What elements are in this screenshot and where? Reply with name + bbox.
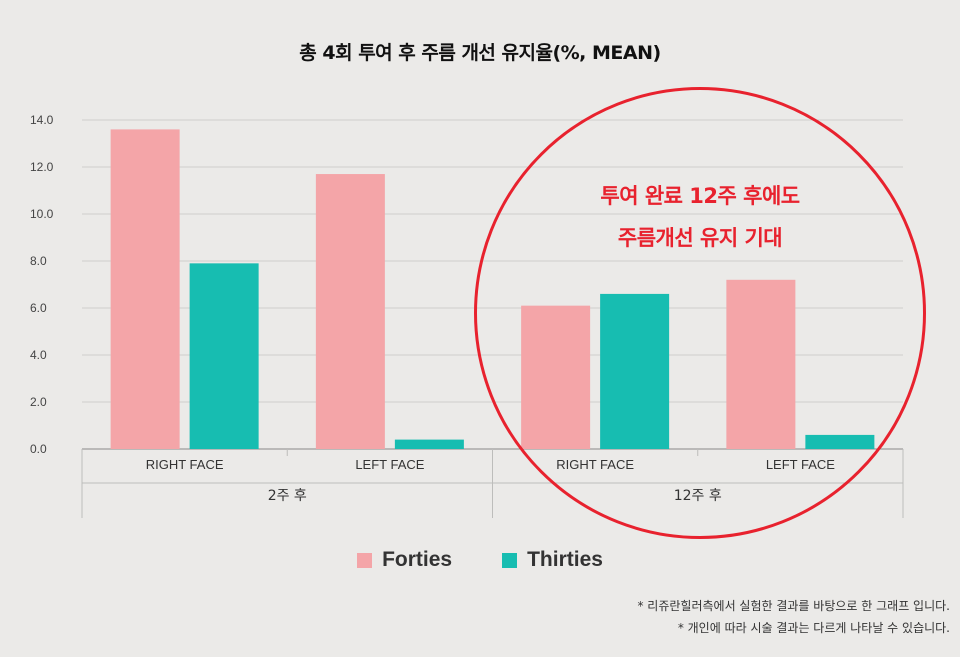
x-tick-label: LEFT FACE (355, 457, 424, 472)
group-label: 2주 후 (268, 488, 307, 504)
y-tick-label: 2.0 (30, 395, 47, 409)
legend-swatch-forties (357, 552, 373, 568)
legend-item-forties: Forties (357, 548, 452, 572)
y-tick-label: 14.0 (30, 113, 54, 127)
legend-item-thirties: Thirties (502, 548, 603, 572)
footnote-1: * 리쥬란힐러측에서 실험한 결과를 바탕으로 한 그래프 입니다. (637, 599, 950, 613)
y-tick-label: 12.0 (30, 160, 54, 174)
bar-forties (315, 174, 385, 450)
callout-line-1: 투여 완료 12주 후에도 (600, 184, 800, 208)
x-tick-label: RIGHT FACE (146, 457, 224, 472)
chart-title: 총 4회 투여 후 주름 개선 유지율(%, MEAN) (299, 42, 661, 64)
y-tick-label: 4.0 (30, 348, 47, 362)
legend-label-forties: Forties (382, 548, 453, 571)
highlight-circle (474, 87, 926, 539)
y-tick-label: 8.0 (30, 254, 47, 268)
footnote-2: * 개인에 따라 시술 결과는 다르게 나타날 수 있습니다. (677, 621, 950, 635)
y-tick-label: 0.0 (30, 442, 47, 456)
y-tick-label: 6.0 (30, 301, 47, 315)
legend: Forties Thirties (0, 548, 960, 572)
callout-line-2: 주름개선 유지 기대 (617, 226, 783, 250)
bar-thirties (189, 263, 259, 449)
legend-label-thirties: Thirties (527, 548, 603, 571)
bar-forties (110, 129, 180, 449)
bar-thirties (394, 439, 464, 449)
legend-swatch-thirties (502, 552, 518, 568)
y-tick-label: 10.0 (30, 207, 54, 221)
